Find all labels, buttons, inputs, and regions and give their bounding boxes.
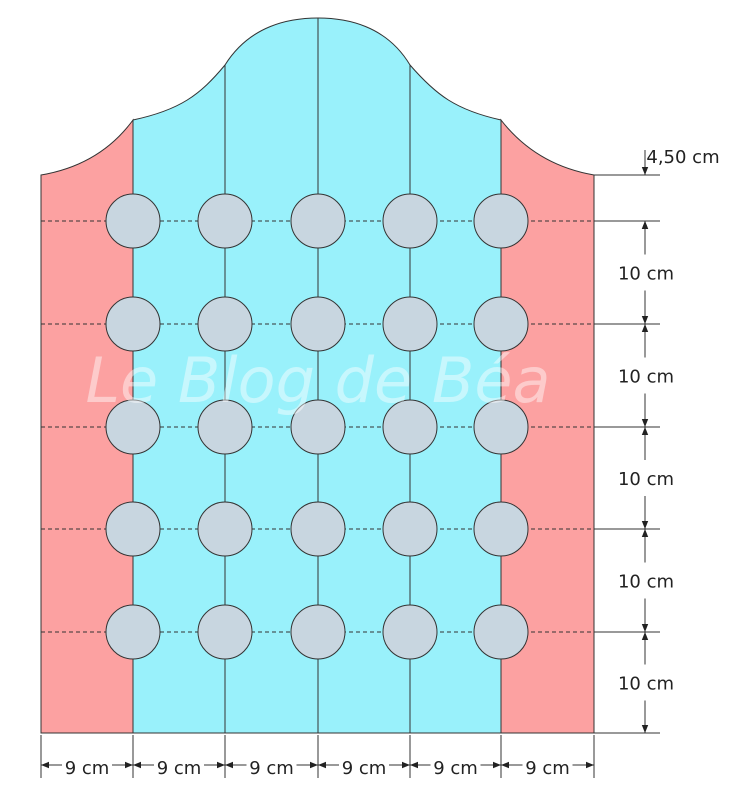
pocket <box>197 604 253 660</box>
pocket <box>382 501 438 557</box>
dim-label: 9 cm <box>249 758 294 779</box>
dim-label: 9 cm <box>65 758 110 779</box>
pocket <box>473 296 529 352</box>
dim-label: 10 cm <box>618 674 674 695</box>
dim-label: 9 cm <box>433 758 478 779</box>
dim-label: 9 cm <box>157 758 202 779</box>
pocket <box>382 604 438 660</box>
pocket <box>105 399 161 455</box>
pocket <box>290 193 346 249</box>
pocket <box>197 399 253 455</box>
dim-label: 10 cm <box>618 264 674 285</box>
pocket <box>473 501 529 557</box>
pocket <box>105 501 161 557</box>
dim-label: 10 cm <box>618 572 674 593</box>
pocket <box>290 296 346 352</box>
pocket <box>382 296 438 352</box>
dimensions: 4,50 cm 10 cm 10 cm 10 cm 10 cm 10 cm 9 cm 9 cm… <box>40 147 720 779</box>
pocket <box>197 296 253 352</box>
watermark: Le Blog de Béa <box>85 344 550 417</box>
pocket <box>105 296 161 352</box>
pocket <box>382 193 438 249</box>
pocket <box>382 399 438 455</box>
pocket <box>197 193 253 249</box>
pocket <box>473 193 529 249</box>
dim-label: 9 cm <box>342 758 387 779</box>
pocket <box>473 604 529 660</box>
dim-label: 4,50 cm <box>646 147 719 168</box>
pocket <box>290 399 346 455</box>
pocket <box>197 501 253 557</box>
pocket <box>290 604 346 660</box>
pockets <box>41 193 594 660</box>
dim-label: 10 cm <box>618 367 674 388</box>
dim-label: 9 cm <box>525 758 570 779</box>
pocket <box>105 604 161 660</box>
pocket <box>290 501 346 557</box>
dim-label: 10 cm <box>618 469 674 490</box>
pocket <box>473 399 529 455</box>
pocket <box>105 193 161 249</box>
